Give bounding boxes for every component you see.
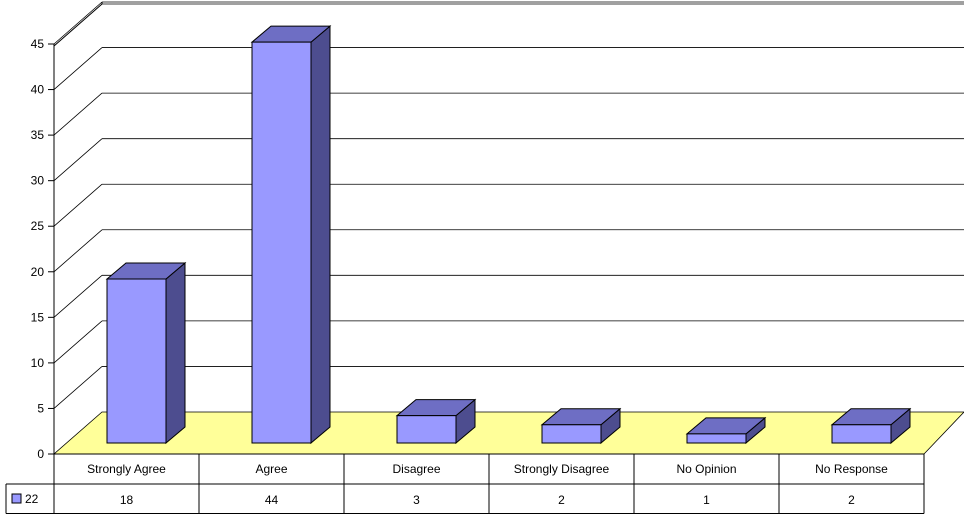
bar-front	[396, 415, 457, 444]
floor-plane	[52, 411, 964, 455]
bar	[540, 407, 622, 445]
y-tick-label: 20	[31, 265, 45, 279]
gridline-side	[53, 1, 103, 45]
gridlines	[53, 1, 964, 409]
legend-swatch	[11, 493, 22, 504]
wall-top-edge	[53, 3, 103, 47]
gridline-side	[53, 92, 103, 136]
gridline-side	[53, 47, 103, 90]
data-label: 2	[848, 493, 855, 507]
bar-front	[251, 41, 312, 444]
y-tick-label: 40	[31, 83, 45, 97]
gridline-side	[53, 138, 103, 181]
y-tick-label: 0	[37, 447, 44, 461]
data-label: 44	[265, 493, 279, 507]
x-tick-label: No Response	[815, 462, 888, 476]
chart-floor	[52, 411, 964, 455]
bar-side	[165, 261, 186, 445]
data-table: Strongly Agree Agree Disagree Strongly Disa…	[5, 453, 925, 514]
legend-label: 22	[25, 492, 39, 506]
bar-front	[106, 278, 167, 444]
data-label: 3	[413, 493, 420, 507]
data-label: 18	[120, 493, 134, 507]
chart-walls	[53, 2, 103, 454]
data-label: 1	[703, 493, 710, 507]
y-tick-label: 5	[37, 401, 44, 415]
y-tick-label: 35	[31, 128, 45, 142]
bar-front	[541, 424, 602, 444]
y-tick-label: 10	[31, 356, 45, 370]
data-label: 2	[558, 493, 565, 507]
y-axis-ticks: 0 5 10 15 20 25 30 35 40 45	[31, 37, 54, 461]
bar-front	[831, 424, 892, 444]
bar	[685, 416, 767, 445]
gridline-side	[53, 229, 103, 273]
y-tick-label: 15	[31, 310, 45, 324]
bar-side	[310, 25, 331, 445]
y-tick-label: 25	[31, 219, 45, 233]
gridline-side	[53, 366, 103, 409]
y-tick-label: 30	[31, 174, 45, 188]
x-tick-label: Disagree	[392, 462, 440, 476]
gridline-side	[53, 183, 103, 227]
y-tick-label: 45	[31, 37, 45, 51]
gridline-side	[53, 320, 103, 364]
x-tick-label: Strongly Disagree	[514, 462, 610, 476]
x-tick-label: Strongly Agree	[87, 462, 166, 476]
x-tick-label: Agree	[255, 462, 287, 476]
bar	[250, 25, 332, 445]
bar	[395, 398, 477, 445]
gridline-side	[53, 275, 103, 318]
bar	[830, 407, 912, 445]
bar-front	[686, 433, 747, 444]
bars	[105, 25, 912, 445]
bar	[105, 261, 187, 445]
x-tick-label: No Opinion	[676, 462, 736, 476]
